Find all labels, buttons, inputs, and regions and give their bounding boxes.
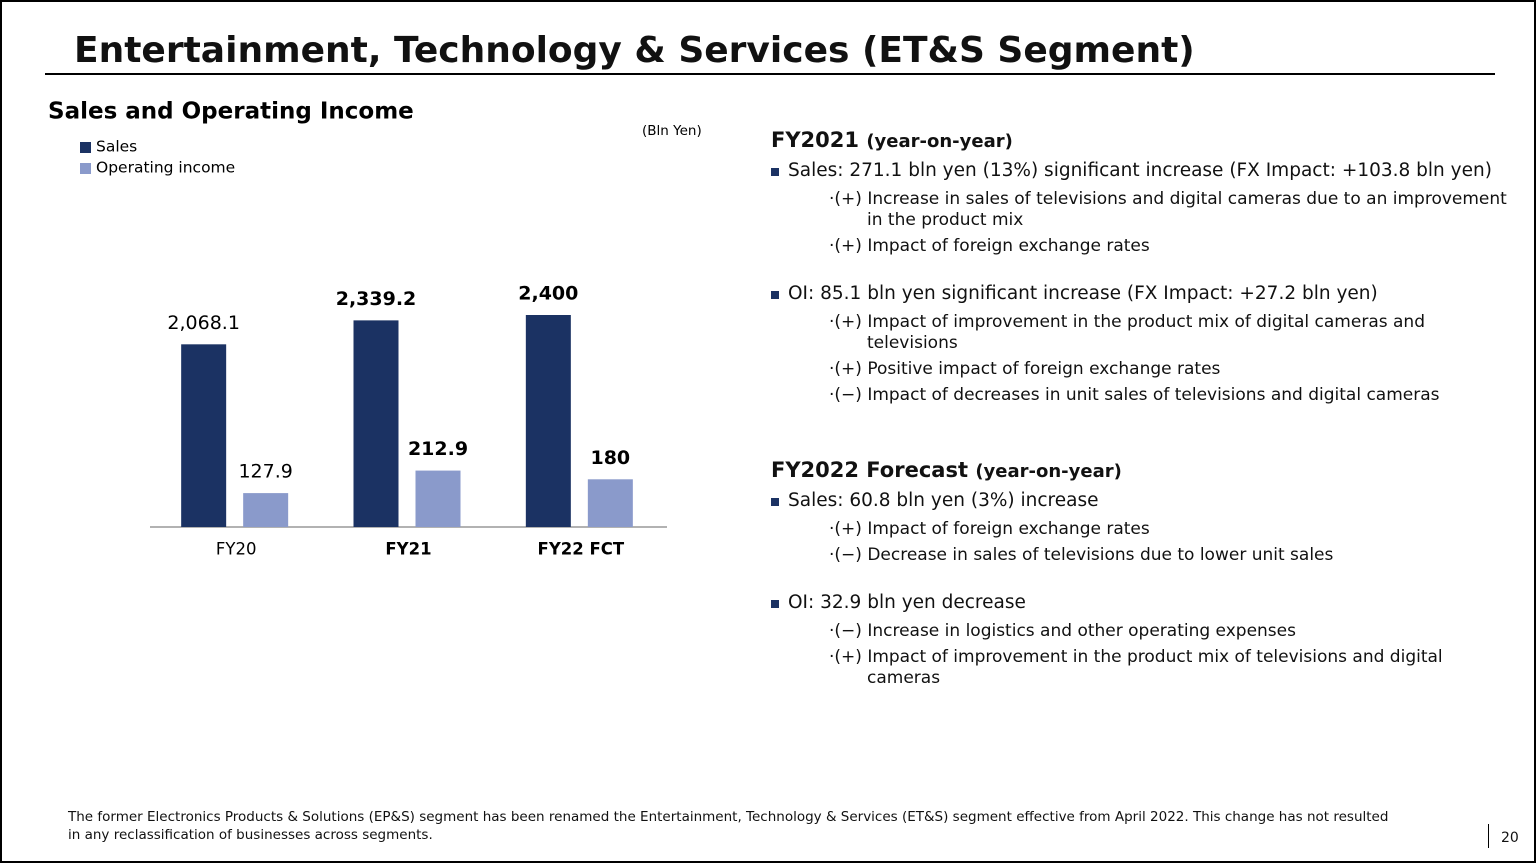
data-label: 2,339.2 — [336, 288, 417, 310]
legend-label: Sales — [96, 138, 137, 156]
x-tick-label: FY22 FCT — [538, 540, 625, 559]
sub-point: ·(+) Impact of improvement in the produc… — [829, 647, 1443, 688]
bar — [587, 479, 633, 527]
bullet-text: Sales: 271.1 bln yen (13%) significant i… — [771, 158, 1521, 184]
page-number: 20 — [1488, 824, 1519, 848]
slide-title: Entertainment, Technology & Services (ET… — [74, 30, 1195, 71]
bullet-text: Sales: 60.8 bln yen (3%) increase — [771, 488, 1521, 514]
section-heading: FY2022 Forecast (year-on-year) — [771, 458, 1521, 482]
section: FY2022 Forecast (year-on-year) Sales: 60.… — [771, 458, 1521, 689]
heading-text: FY2022 Forecast — [771, 458, 968, 482]
sub-point: ·(+) Impact of improvement in the produc… — [829, 312, 1425, 353]
bar — [181, 344, 227, 527]
data-label: 212.9 — [408, 438, 468, 460]
bullet-item: OI: 85.1 bln yen significant increase (F… — [771, 281, 1521, 406]
chart: Sales and Operating Income (Bln Yen) Sal… — [48, 99, 702, 559]
bullet-item: Sales: 271.1 bln yen (13%) significant i… — [771, 158, 1521, 257]
footnote: The former Electronics Products & Soluti… — [68, 809, 1389, 843]
x-tick-label: FY20 — [216, 540, 257, 559]
bullet-item: OI: 32.9 bln yen decrease ·(−) Increase i… — [771, 590, 1521, 689]
data-label: 127.9 — [238, 461, 292, 483]
sub-point: ·(+) Positive impact of foreign exchange… — [829, 359, 1221, 379]
commentary: FY2021 (year-on-year) Sales: 271.1 bln ye… — [771, 128, 1521, 741]
sub-point: ·(−) Increase in logistics and other ope… — [829, 621, 1296, 641]
heading-note: (year-on-year) — [975, 461, 1122, 482]
bullet-item: Sales: 60.8 bln yen (3%) increase ·(+) Im… — [771, 488, 1521, 566]
bullet-text: OI: 32.9 bln yen decrease — [771, 590, 1521, 616]
title-rule — [45, 73, 1495, 75]
sub-point: ·(−) Decrease in sales of televisions du… — [829, 545, 1334, 565]
sub-point: ·(−) Impact of decreases in unit sales o… — [829, 385, 1440, 405]
sub-point: ·(+) Increase in sales of televisions an… — [829, 189, 1507, 230]
heading-text: FY2021 — [771, 128, 859, 152]
legend-label: Operating income — [96, 159, 235, 177]
section: FY2021 (year-on-year) Sales: 271.1 bln ye… — [771, 128, 1521, 406]
data-label: 2,068.1 — [167, 312, 240, 334]
legend-swatch — [80, 163, 91, 174]
section-heading: FY2021 (year-on-year) — [771, 128, 1521, 152]
sub-point: ·(+) Impact of foreign exchange rates — [829, 236, 1150, 256]
bar — [415, 470, 461, 527]
heading-note: (year-on-year) — [866, 131, 1013, 152]
x-tick-label: FY21 — [385, 540, 431, 559]
unit-label: (Bln Yen) — [642, 123, 702, 139]
bar — [353, 320, 399, 527]
data-label: 180 — [590, 447, 630, 469]
bar — [525, 315, 571, 527]
bar — [243, 493, 289, 527]
data-label: 2,400 — [518, 283, 578, 305]
chart-subtitle: Sales and Operating Income — [48, 99, 414, 125]
sub-point: ·(+) Impact of foreign exchange rates — [829, 519, 1150, 539]
bullet-text: OI: 85.1 bln yen significant increase (F… — [771, 281, 1521, 307]
legend-swatch — [80, 142, 91, 153]
